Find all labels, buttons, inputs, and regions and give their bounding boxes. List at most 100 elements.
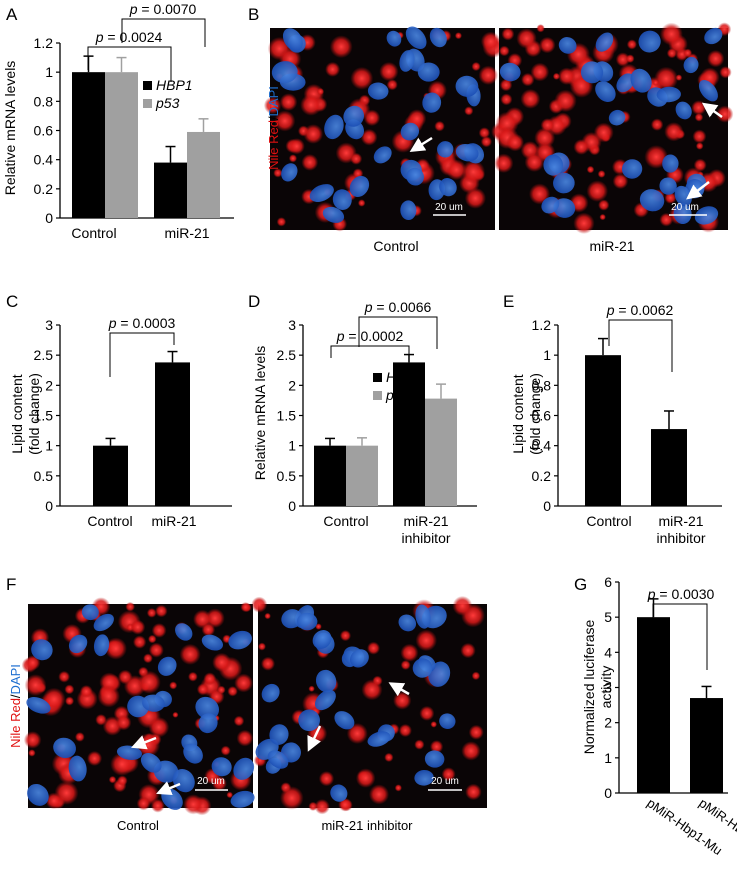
- lipid-droplet: [539, 36, 556, 54]
- significance-bracket: [358, 316, 438, 349]
- lipid-droplet: [650, 118, 664, 131]
- lipid-droplet: [683, 48, 693, 58]
- lipid-droplet: [659, 212, 674, 227]
- y-tick-label: 5: [604, 609, 612, 625]
- nucleus: [142, 694, 165, 712]
- panel-letter-d: D: [248, 292, 260, 311]
- lipid-droplet: [132, 635, 147, 649]
- micrograph-b-ylabel: Nile Red/DAPI: [266, 86, 281, 170]
- nucleus: [53, 737, 76, 759]
- lipid-droplet: [398, 723, 412, 738]
- nucleus: [630, 68, 652, 93]
- nucleus: [309, 184, 334, 202]
- lipid-droplet: [350, 66, 374, 90]
- nucleus: [367, 731, 391, 747]
- lipid-droplet: [227, 686, 238, 697]
- nucleus: [68, 634, 88, 654]
- lipid-droplet: [478, 127, 491, 139]
- lipid-droplet: [25, 655, 41, 671]
- nucleus: [595, 81, 616, 102]
- nucleus: [230, 790, 255, 808]
- lipid-droplet: [498, 45, 510, 57]
- x-tick-label: miR-21: [658, 513, 703, 529]
- nucleus: [211, 757, 232, 777]
- bar: [425, 398, 457, 506]
- p-value-label: p = 0.0002: [336, 328, 404, 344]
- p-symbol: p: [108, 315, 117, 331]
- nucleus: [659, 177, 677, 195]
- y-axis-label: Lipid content: [510, 374, 526, 454]
- lipid-droplet: [557, 67, 576, 85]
- arrow: [388, 682, 410, 697]
- x-tick-label: Control: [87, 513, 132, 529]
- arrow: [131, 735, 157, 750]
- lipid-droplet: [597, 170, 606, 178]
- lipid-droplet: [308, 685, 315, 692]
- p-value: = 0.0003: [117, 315, 176, 331]
- lipid-droplet: [24, 674, 47, 697]
- p-value: = 0.0062: [615, 302, 674, 318]
- lipid-droplet: [386, 79, 398, 91]
- lipid-droplet: [461, 160, 486, 184]
- lipid-droplet: [430, 721, 438, 728]
- nucleus: [281, 163, 298, 182]
- lipid-droplet: [625, 54, 635, 63]
- y-tick-label: 3: [45, 317, 53, 333]
- lipid-droplet: [264, 612, 271, 620]
- lipid-droplet: [468, 724, 484, 740]
- lipid-droplet: [446, 159, 467, 181]
- nucleus: [330, 784, 348, 802]
- x-tick-label: Control: [71, 225, 116, 241]
- bar: [105, 72, 138, 219]
- y-tick-label: 0.8: [34, 93, 54, 109]
- legend-label: HBP1: [386, 369, 423, 385]
- nucleus: [543, 154, 564, 176]
- y-tick-label: 1.5: [277, 408, 297, 424]
- lipid-droplet: [148, 642, 164, 658]
- lipid-droplet: [188, 671, 198, 682]
- p-symbol: p: [336, 328, 345, 344]
- p-symbol: p: [647, 586, 656, 602]
- lipid-droplet: [147, 634, 157, 644]
- nucleus: [704, 27, 723, 45]
- lipid-droplet: [478, 65, 499, 85]
- nucleus: [400, 200, 417, 221]
- lipid-droplet: [117, 669, 133, 685]
- arrow: [686, 181, 710, 200]
- lipid-droplet: [276, 217, 287, 227]
- lipid-droplet: [318, 771, 335, 787]
- x-tick-label: Control: [323, 513, 368, 529]
- lipid-droplet: [143, 653, 153, 664]
- x-tick-label: miR-21: [151, 513, 196, 529]
- lipid-droplet: [58, 670, 71, 683]
- lipid-droplet: [434, 120, 445, 132]
- nucleus: [343, 105, 365, 127]
- lipid-droplet: [400, 643, 419, 662]
- lipid-droplet: [117, 775, 128, 786]
- nucleus: [349, 175, 370, 198]
- lipid-droplet: [217, 685, 226, 695]
- nucleus: [414, 769, 434, 786]
- y-axis-label: (fold change): [26, 373, 42, 455]
- lipid-droplet: [28, 749, 36, 757]
- lipid-droplet: [137, 670, 161, 694]
- y-tick-label: 0.6: [34, 123, 54, 139]
- lipid-droplet: [355, 768, 376, 788]
- micrograph-f-inhibitor: 20 um: [251, 595, 487, 815]
- y-tick-label: 0.2: [34, 181, 54, 197]
- bar: [314, 445, 346, 506]
- y-tick-label: 2: [45, 377, 53, 393]
- lipid-droplet: [339, 630, 352, 642]
- nucleus: [81, 604, 99, 621]
- nucleus: [424, 750, 445, 768]
- p-value-label: p = 0.0024: [95, 29, 163, 45]
- lipid-droplet: [415, 629, 438, 652]
- lipid-droplet: [301, 154, 319, 171]
- legend-swatch: [373, 391, 382, 400]
- nucleus: [621, 159, 643, 179]
- y-tick-label: 1: [45, 64, 53, 80]
- nucleus: [322, 206, 345, 223]
- lipid-droplet: [460, 642, 476, 659]
- nucleus: [422, 92, 442, 113]
